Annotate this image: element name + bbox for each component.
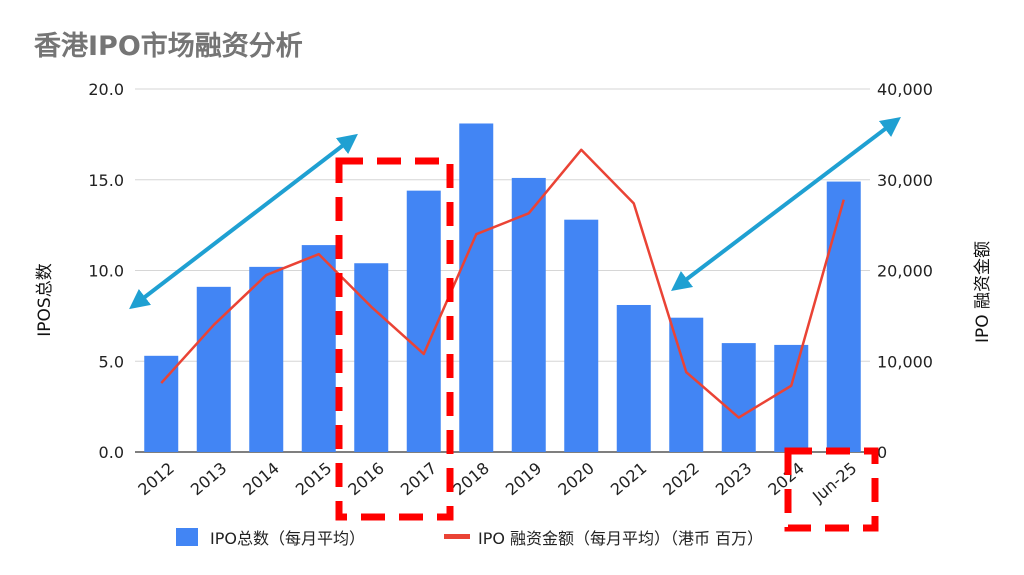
y-tick-label: 5.0 <box>99 352 124 371</box>
bar-Jun-25 <box>826 181 861 452</box>
y2-tick-label: 40,000 <box>877 80 933 99</box>
y2-tick-label: 30,000 <box>877 171 933 190</box>
y-tick-label: 20.0 <box>88 80 124 99</box>
bar-2017 <box>406 190 441 452</box>
x-tick-label: 2021 <box>607 459 650 500</box>
x-tick-label: 2015 <box>292 459 335 500</box>
highlight-box-2016-2017 <box>335 157 454 521</box>
x-tick-label: 2012 <box>134 459 177 500</box>
legend-bar-label: IPO总数（每月平均） <box>210 529 365 548</box>
bar-2024 <box>774 344 809 452</box>
x-tick-label: 2013 <box>187 459 230 500</box>
bar-2014 <box>249 266 284 452</box>
bar-2022 <box>669 317 704 452</box>
x-tick-label: 2020 <box>554 459 597 500</box>
x-tick-label: 2019 <box>502 459 545 500</box>
x-tick-label: 2016 <box>344 459 387 500</box>
x-tick-label: 2022 <box>659 459 702 500</box>
legend-line-swatch <box>444 534 470 539</box>
bar-2013 <box>196 286 231 452</box>
trend-arrow-right <box>671 116 901 292</box>
bar-2021 <box>616 304 651 452</box>
x-tick-label: 2018 <box>449 459 492 500</box>
bar-2016 <box>354 263 389 452</box>
bar-2020 <box>564 219 599 452</box>
y-axis-title: IPOS总数 <box>35 263 55 336</box>
bar-2015 <box>301 245 336 452</box>
x-tick-label: 2014 <box>239 459 282 500</box>
bar-2018 <box>459 123 494 453</box>
bar-2023 <box>721 343 756 452</box>
legend-bar-swatch <box>176 528 198 546</box>
chart-title: 香港IPO市场融资分析 <box>34 30 303 62</box>
y2-tick-label: 0 <box>877 443 887 462</box>
y2-axis-title: IPO 融资金额 <box>973 241 993 343</box>
y-tick-label: 10.0 <box>88 262 124 281</box>
y-tick-label: 15.0 <box>88 171 124 190</box>
legend-line-label: IPO 融资金额（每月平均）（港币 百万） <box>478 529 763 548</box>
y-tick-label: 0.0 <box>99 443 124 462</box>
x-tick-label: Jun-25 <box>808 459 860 507</box>
highlight-box-jun-25 <box>784 447 879 532</box>
x-tick-label: 2023 <box>712 459 755 500</box>
y2-tick-label: 10,000 <box>877 352 933 371</box>
y2-tick-label: 20,000 <box>877 262 933 281</box>
trend-arrow-left <box>129 133 358 310</box>
bar-2019 <box>511 177 546 452</box>
x-tick-label: 2017 <box>397 459 440 500</box>
